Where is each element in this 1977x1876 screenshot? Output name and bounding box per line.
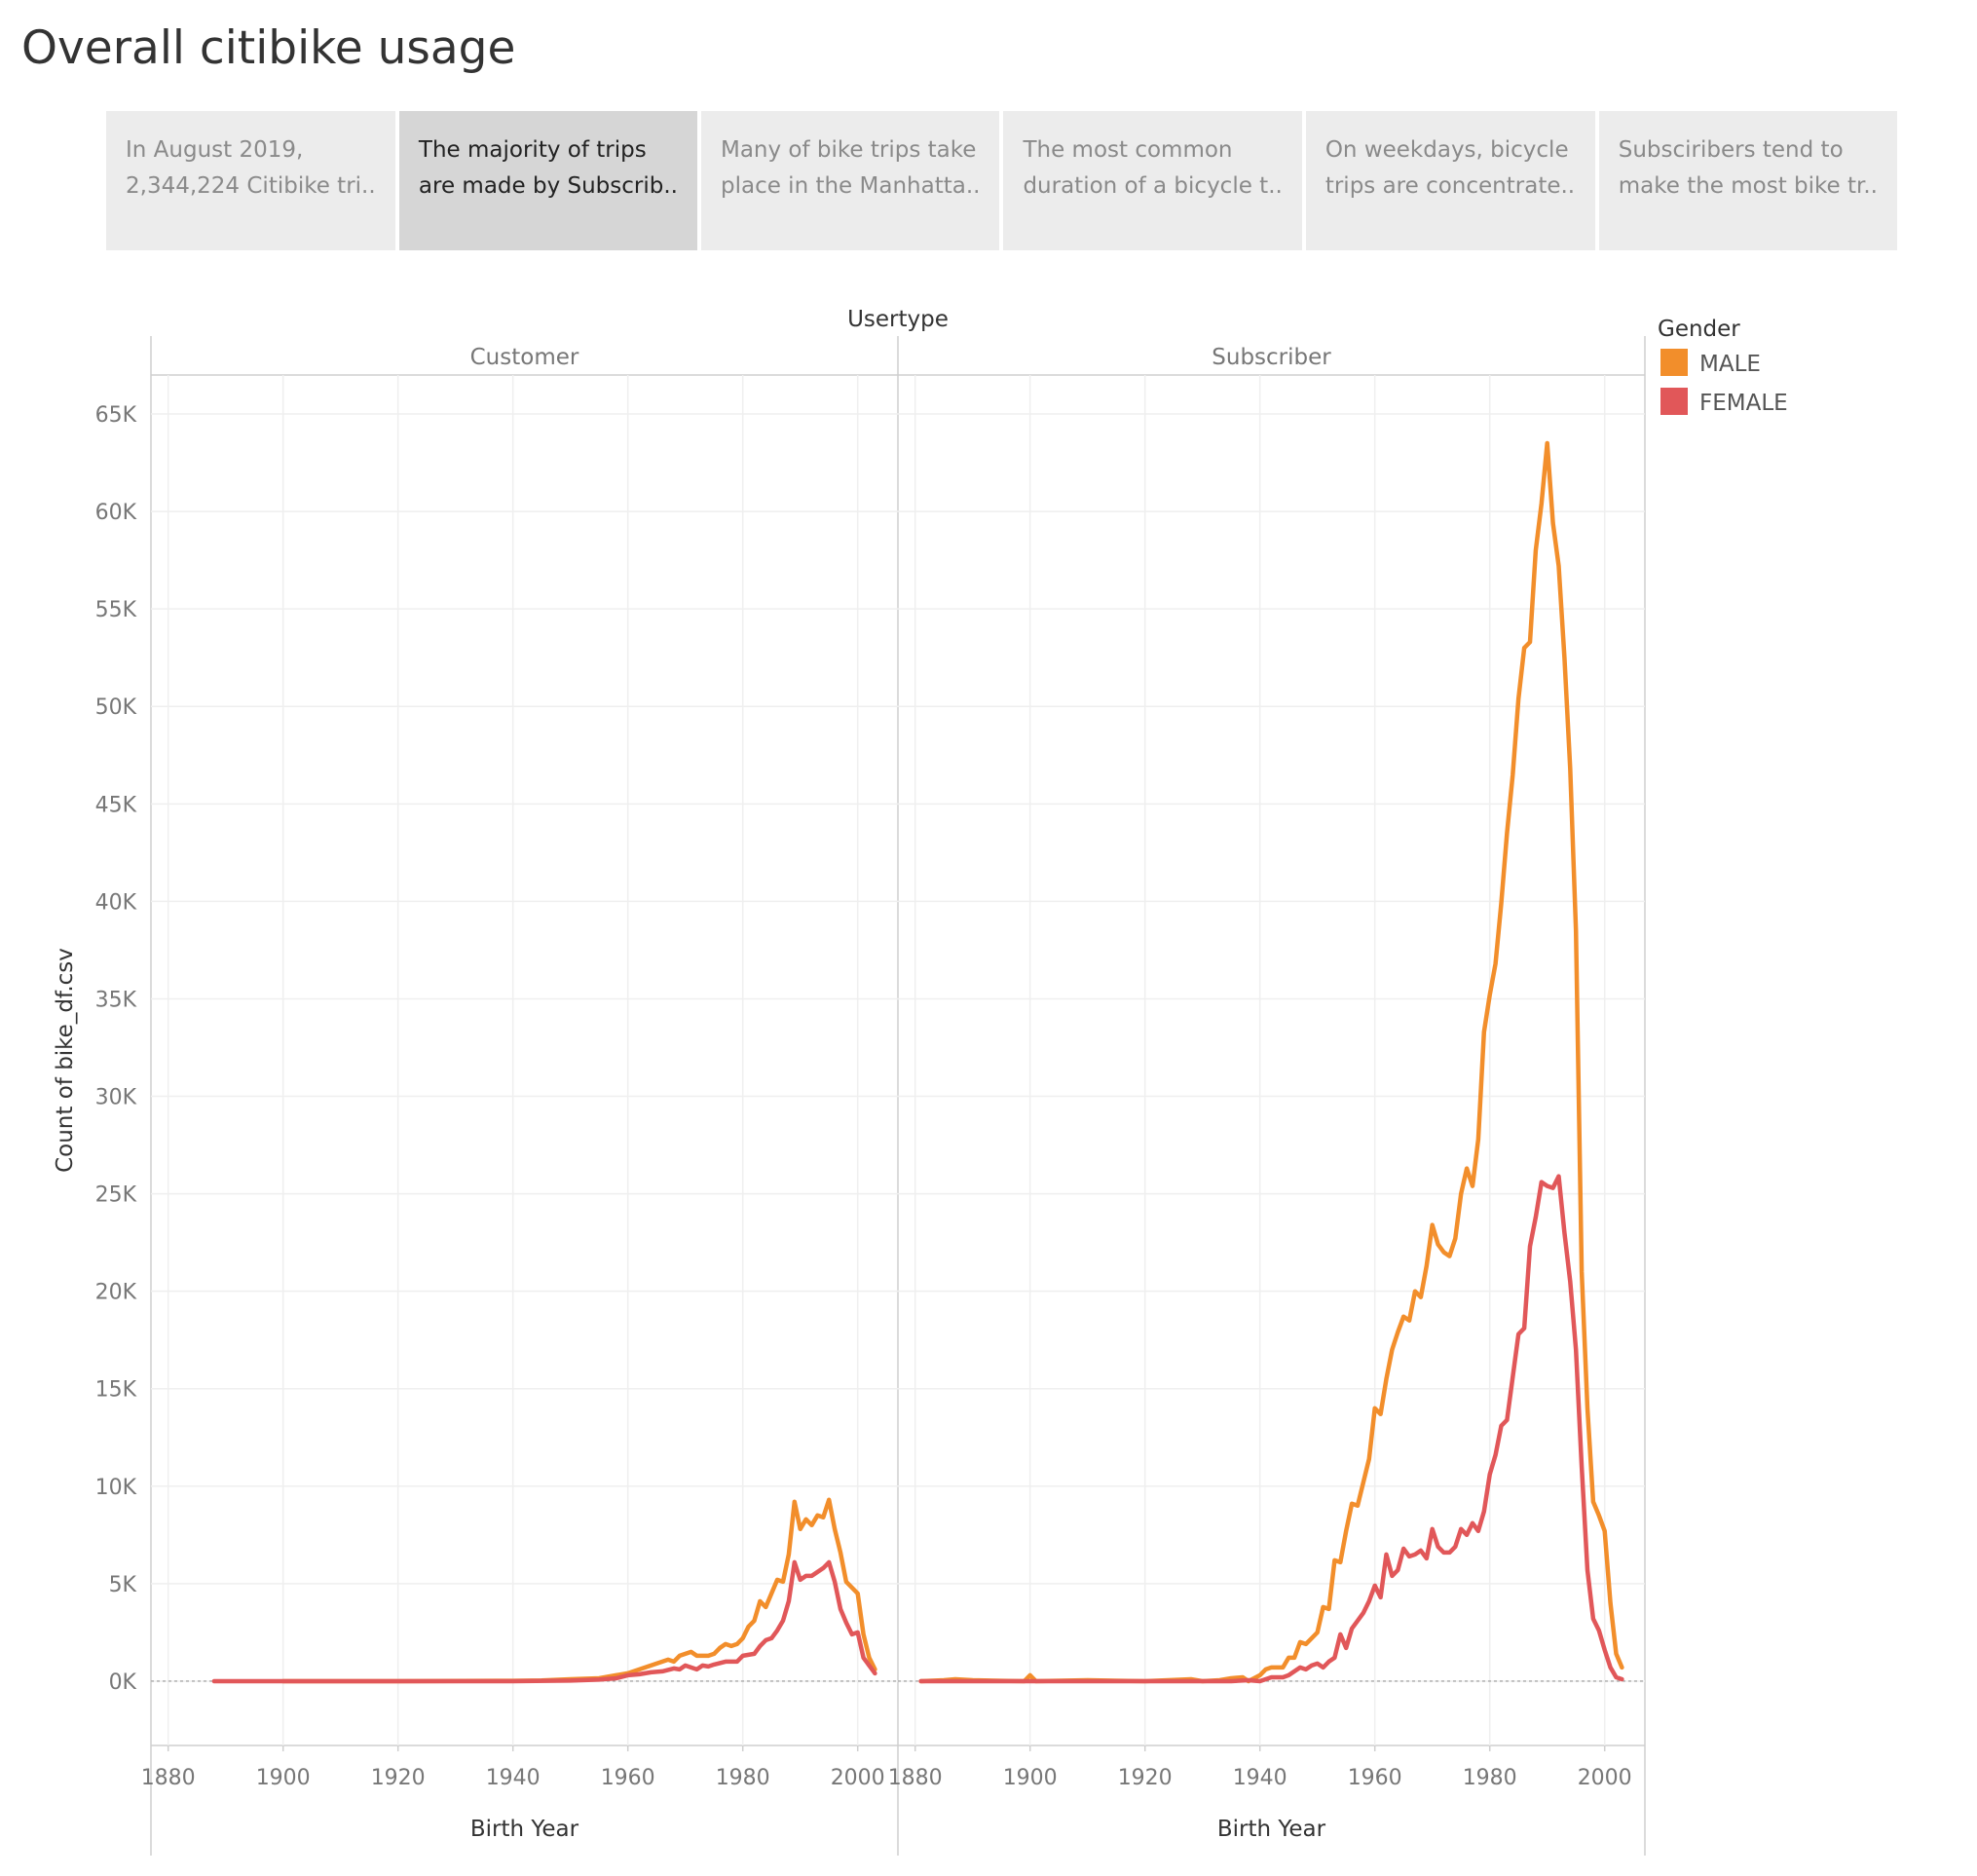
y-tick-label: 65K	[95, 403, 137, 428]
story-point-4[interactable]: The most common duration of a bicycle t.…	[1003, 111, 1302, 250]
story-point-2-line1: The majority of trips	[418, 137, 647, 163]
x-tick-label: 1960	[601, 1766, 655, 1790]
y-tick-label: 40K	[95, 890, 137, 915]
story-point-3-line2: place in the Manhatta..	[720, 173, 981, 199]
story-point-6-line1: Subsciribers tend to	[1618, 137, 1844, 163]
legend-title: Gender	[1658, 317, 1740, 342]
x-tick-label: 1880	[888, 1766, 943, 1790]
y-tick-label: 55K	[95, 598, 137, 622]
story-point-2-line2: are made by Subscrib..	[418, 173, 678, 199]
legend-swatch-male	[1660, 349, 1688, 376]
column-header-title: Usertype	[847, 307, 949, 332]
line-chart: Usertype Customer Subscriber 1880 1900 1920 19…	[53, 307, 1788, 1856]
story-point-6[interactable]: Subsciribers tend to make the most bike …	[1598, 111, 1897, 250]
story-point-5[interactable]: On weekdays, bicycle trips are concentra…	[1305, 111, 1595, 250]
x-tick-label: 2000	[1578, 1766, 1632, 1790]
x-tick-label: 1920	[371, 1766, 426, 1790]
story-navigator: In August 2019, 2,344,224 Citibike tri..…	[106, 111, 1897, 250]
y-axis-label: Count of bike_df.csv	[53, 948, 78, 1173]
x-tick-label: 1900	[1003, 1766, 1058, 1790]
x-tick-label: 1980	[1463, 1766, 1517, 1790]
story-point-5-line2: trips are concentrate..	[1324, 173, 1576, 199]
story-point-2[interactable]: The majority of trips are made by Subscr…	[398, 111, 697, 250]
y-tick-label: 45K	[95, 793, 137, 817]
series-line-female-subscriber	[918, 1174, 1624, 1684]
story-point-3-line1: Many of bike trips take	[720, 137, 977, 163]
x-tick-label: 1940	[486, 1766, 541, 1790]
y-tick-label: 5K	[109, 1573, 137, 1597]
series-line-female-customer	[211, 1559, 877, 1684]
story-point-1-line1: In August 2019,	[126, 137, 304, 163]
y-tick-label: 15K	[95, 1378, 137, 1403]
y-tick-label: 60K	[95, 501, 137, 525]
x-axis-label: Birth Year	[1217, 1817, 1326, 1842]
y-tick-label: 30K	[95, 1086, 137, 1110]
legend-label-female: FEMALE	[1699, 391, 1788, 416]
x-tick-label: 1980	[716, 1766, 770, 1790]
story-point-4-line1: The most common	[1023, 137, 1233, 163]
page-title: Overall citibike usage	[21, 21, 516, 75]
legend-swatch-female	[1660, 388, 1688, 415]
x-tick-label: 1920	[1118, 1766, 1173, 1790]
x-tick-label: 1900	[256, 1766, 311, 1790]
story-point-1-line2: 2,344,224 Citibike tri..	[126, 173, 376, 199]
y-tick-label: 10K	[95, 1476, 137, 1500]
story-point-3[interactable]: Many of bike trips take place in the Man…	[700, 111, 1000, 250]
y-tick-label: 0K	[109, 1670, 137, 1695]
story-point-6-line2: make the most bike tr..	[1618, 173, 1878, 199]
y-tick-label: 20K	[95, 1281, 137, 1305]
x-tick-label: 1960	[1348, 1766, 1402, 1790]
series-line-male-customer	[280, 1497, 877, 1684]
x-tick-label: 2000	[831, 1766, 885, 1790]
series-line-male-subscriber	[918, 440, 1624, 1684]
panel-header-label: Customer	[470, 345, 579, 370]
y-tick-label: 25K	[95, 1183, 137, 1208]
story-point-4-line2: duration of a bicycle t..	[1023, 173, 1283, 199]
y-tick-label: 35K	[95, 988, 137, 1012]
story-point-5-line1: On weekdays, bicycle	[1324, 137, 1569, 163]
x-tick-label: 1880	[141, 1766, 196, 1790]
y-tick-label: 50K	[95, 695, 137, 720]
legend-label-male: MALE	[1699, 352, 1761, 377]
panel-header-label: Subscriber	[1212, 345, 1331, 370]
story-point-1[interactable]: In August 2019, 2,344,224 Citibike tri..	[106, 111, 395, 250]
x-axis-label: Birth Year	[470, 1817, 579, 1842]
x-tick-label: 1940	[1233, 1766, 1287, 1790]
